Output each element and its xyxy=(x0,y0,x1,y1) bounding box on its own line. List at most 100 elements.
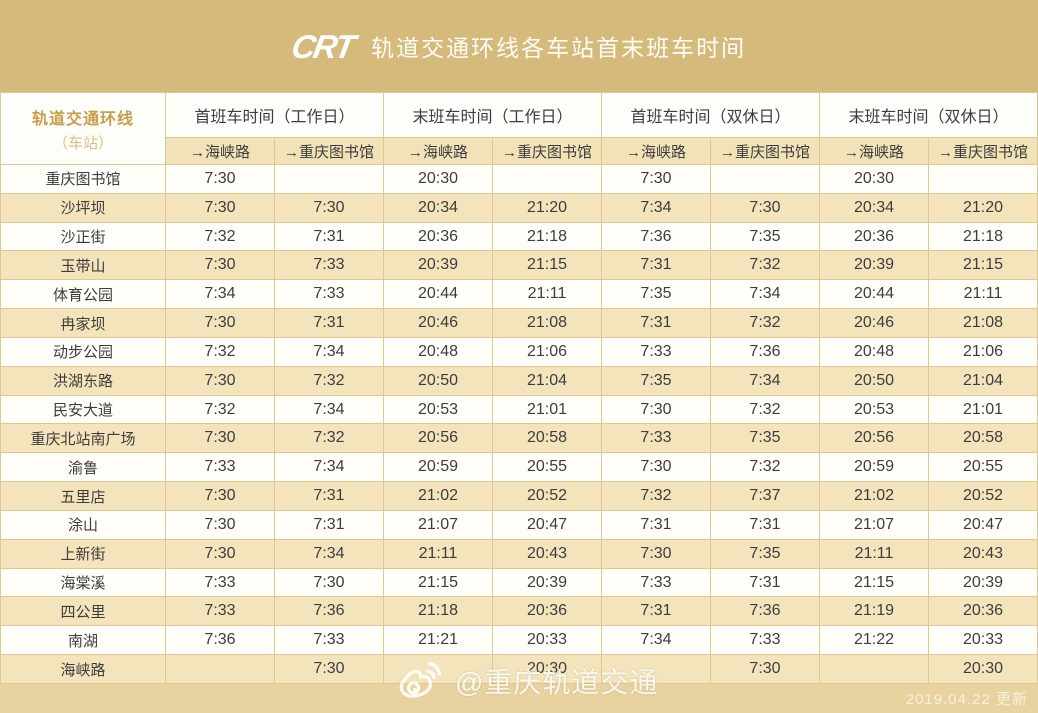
time-cell: 20:36 xyxy=(492,596,602,627)
time-cell: 20:47 xyxy=(928,509,1038,540)
crt-logo-icon: CRT xyxy=(288,27,357,65)
time-cell: 21:18 xyxy=(383,596,493,627)
timetable-body: 重庆图书馆 7:30 20:30 7:30 20:30 沙坪坝 7:30 7:30 20:34 2… xyxy=(0,164,1038,684)
time-cell: 7:37 xyxy=(710,481,820,511)
time-cell: 20:52 xyxy=(928,481,1038,511)
time-cell: 7:32 xyxy=(165,336,275,367)
time-cell: 20:33 xyxy=(928,625,1038,656)
table-row: 沙正街 7:32 7:31 20:36 21:18 7:36 7:35 20:36 21:18 xyxy=(0,221,1038,252)
corner-header-line1: 轨道交通环线 xyxy=(31,110,134,128)
time-cell: 20:48 xyxy=(819,336,929,367)
time-cell: 7:34 xyxy=(165,279,275,310)
time-cell: 20:30 xyxy=(928,654,1038,684)
time-cell: 21:06 xyxy=(492,336,602,367)
time-cell: 7:30 xyxy=(165,509,275,540)
time-cell: 7:35 xyxy=(710,538,820,569)
table-row: 重庆北站南广场 7:30 7:32 20:56 20:58 7:33 7:35 20:56 20… xyxy=(0,423,1038,454)
table-row: 体育公园 7:34 7:33 20:44 21:11 7:35 7:34 20:44 21:11 xyxy=(0,279,1038,310)
time-cell: 20:52 xyxy=(492,481,602,511)
time-cell: 20:39 xyxy=(819,250,929,281)
time-cell: 7:35 xyxy=(710,221,820,252)
time-cell: 20:58 xyxy=(928,423,1038,454)
time-cell: 20:36 xyxy=(383,221,493,252)
station-name: 海棠溪 xyxy=(0,567,166,598)
time-cell: 7:32 xyxy=(274,365,384,396)
time-cell: 21:01 xyxy=(492,394,602,425)
time-cell xyxy=(492,164,602,194)
time-cell: 7:35 xyxy=(601,365,711,396)
direction-header: →重庆图书馆 xyxy=(274,137,384,165)
time-cell xyxy=(819,654,929,684)
time-cell: 7:30 xyxy=(601,538,711,569)
time-cell: 20:59 xyxy=(819,452,929,483)
table-row: 涂山 7:30 7:31 21:07 20:47 7:31 7:31 21:07 20:47 xyxy=(0,509,1038,540)
group-header-first-workday: 首班车时间（工作日） xyxy=(165,92,384,138)
time-cell: 7:34 xyxy=(274,336,384,367)
time-cell: 7:33 xyxy=(274,250,384,281)
time-cell: 21:11 xyxy=(819,538,929,569)
time-cell: 21:06 xyxy=(928,336,1038,367)
time-cell: 20:39 xyxy=(492,567,602,598)
time-cell: 20:59 xyxy=(383,452,493,483)
station-name: 上新街 xyxy=(0,538,166,569)
time-cell: 7:32 xyxy=(274,423,384,454)
time-cell: 21:04 xyxy=(928,365,1038,396)
time-cell: 20:43 xyxy=(492,538,602,569)
table-row: 五里店 7:30 7:31 21:02 20:52 7:32 7:37 21:02 20:52 xyxy=(0,481,1038,511)
time-cell: 20:30 xyxy=(492,654,602,684)
bottom-strip xyxy=(0,684,1038,713)
station-name: 玉带山 xyxy=(0,250,166,281)
time-cell: 7:34 xyxy=(601,192,711,223)
time-cell: 7:30 xyxy=(165,423,275,454)
time-cell: 21:07 xyxy=(819,509,929,540)
station-name: 洪湖东路 xyxy=(0,365,166,396)
time-cell: 7:32 xyxy=(710,452,820,483)
time-cell: 7:34 xyxy=(274,538,384,569)
direction-header: →重庆图书馆 xyxy=(492,137,602,165)
table-row: 重庆图书馆 7:30 20:30 7:30 20:30 xyxy=(0,164,1038,194)
time-cell: 21:22 xyxy=(819,625,929,656)
time-cell: 7:30 xyxy=(601,164,711,194)
time-cell: 21:18 xyxy=(928,221,1038,252)
time-cell: 21:19 xyxy=(819,596,929,627)
time-cell: 7:33 xyxy=(601,336,711,367)
group-header-last-workday: 末班车时间（工作日） xyxy=(383,92,602,138)
time-cell: 21:21 xyxy=(383,625,493,656)
time-cell: 7:33 xyxy=(274,279,384,310)
time-cell: 20:53 xyxy=(819,394,929,425)
time-cell xyxy=(710,164,820,194)
time-cell: 21:15 xyxy=(492,250,602,281)
time-cell: 7:30 xyxy=(601,452,711,483)
time-cell: 20:30 xyxy=(819,164,929,194)
time-cell: 21:04 xyxy=(492,365,602,396)
update-date: 2019.04.22 更新 xyxy=(905,691,1028,708)
time-cell: 7:31 xyxy=(601,250,711,281)
time-cell: 21:20 xyxy=(492,192,602,223)
time-cell xyxy=(274,164,384,194)
time-cell: 7:30 xyxy=(165,308,275,338)
time-cell: 21:02 xyxy=(383,481,493,511)
table-row: 沙坪坝 7:30 7:30 20:34 21:20 7:34 7:30 20:34 21:20 xyxy=(0,192,1038,223)
time-cell xyxy=(383,654,493,684)
direction-header: →海峡路 xyxy=(383,137,493,165)
table-row: 动步公园 7:32 7:34 20:48 21:06 7:33 7:36 20:48 21:06 xyxy=(0,336,1038,367)
direction-header: →重庆图书馆 xyxy=(710,137,820,165)
time-cell: 7:32 xyxy=(710,308,820,338)
station-name: 沙坪坝 xyxy=(0,192,166,223)
time-cell: 7:34 xyxy=(710,365,820,396)
station-name: 渝鲁 xyxy=(0,452,166,483)
time-cell: 7:30 xyxy=(165,538,275,569)
time-cell: 20:50 xyxy=(819,365,929,396)
time-cell: 20:39 xyxy=(928,567,1038,598)
time-cell: 7:36 xyxy=(710,336,820,367)
time-cell: 7:35 xyxy=(601,279,711,310)
time-cell: 7:30 xyxy=(165,250,275,281)
time-cell: 21:15 xyxy=(928,250,1038,281)
time-cell: 7:32 xyxy=(710,250,820,281)
corner-header: 轨道交通环线 （车站） xyxy=(0,92,166,165)
time-cell: 7:31 xyxy=(710,509,820,540)
corner-header-line2: （车站） xyxy=(52,134,113,152)
banner: CRT 轨道交通环线各车站首末班车时间 xyxy=(0,0,1038,92)
time-cell: 20:39 xyxy=(383,250,493,281)
